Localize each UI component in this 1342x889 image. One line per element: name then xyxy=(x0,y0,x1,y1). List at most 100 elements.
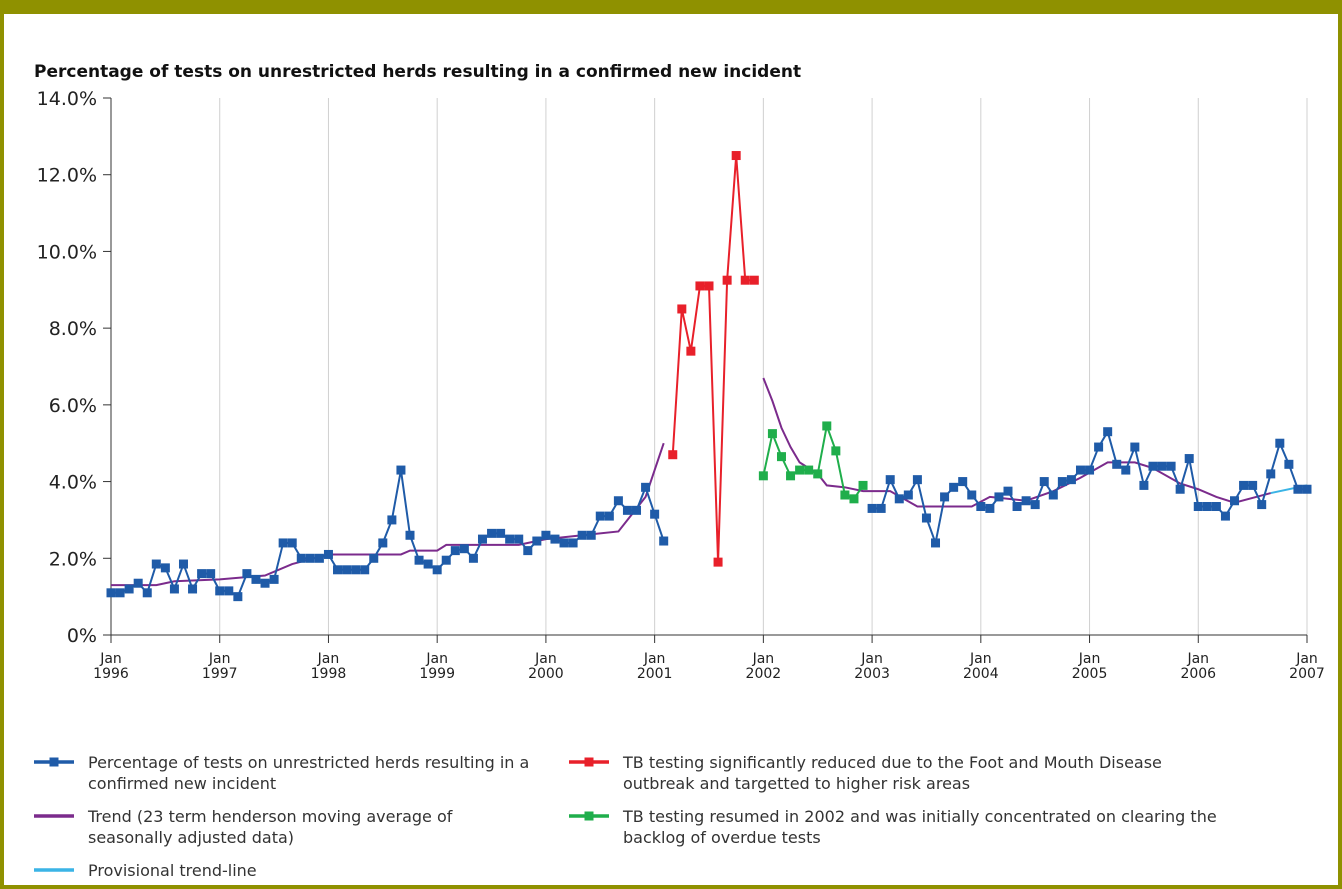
data-point xyxy=(541,530,551,540)
x-tick-label-line: 1998 xyxy=(311,666,347,682)
y-tick-label: 12.0% xyxy=(37,165,97,187)
data-point xyxy=(804,465,814,475)
data-point xyxy=(206,569,216,579)
data-point xyxy=(242,569,252,579)
data-point xyxy=(704,281,714,291)
data-point xyxy=(695,281,705,291)
data-point xyxy=(595,511,605,521)
data-point xyxy=(1048,490,1058,500)
data-point xyxy=(903,490,913,500)
data-point xyxy=(278,538,288,548)
data-point xyxy=(1066,475,1076,485)
x-tick-label-line: 1996 xyxy=(93,666,129,682)
y-tick-label: 8.0% xyxy=(49,318,97,340)
data-point xyxy=(459,544,469,554)
x-tick-label: Jan 1998 xyxy=(311,651,347,682)
data-point xyxy=(1021,496,1031,506)
legend-item: Percentage of tests on unrestricted herd… xyxy=(34,752,548,794)
data-point xyxy=(840,490,850,500)
x-tick-label-line: Jan xyxy=(425,651,448,667)
data-point xyxy=(333,565,343,575)
data-point xyxy=(659,536,669,546)
data-point xyxy=(867,503,877,513)
data-point xyxy=(477,534,487,544)
data-point xyxy=(822,421,832,431)
chart-title: Percentage of tests on unrestricted herd… xyxy=(34,62,802,82)
x-tick-label-line: Jan xyxy=(643,651,666,667)
data-point xyxy=(940,492,950,502)
data-point xyxy=(912,475,922,485)
data-point xyxy=(151,559,161,569)
data-point xyxy=(269,574,279,584)
data-point xyxy=(441,555,451,565)
x-tick-label: Jan 1999 xyxy=(419,651,455,682)
data-point xyxy=(432,565,442,575)
data-point xyxy=(1148,461,1158,471)
x-tick-label-line: Jan xyxy=(860,651,883,667)
data-point xyxy=(885,475,895,485)
y-tick-label: 14.0% xyxy=(37,88,97,110)
data-point xyxy=(668,450,678,460)
data-point xyxy=(450,546,460,556)
data-point xyxy=(305,553,315,563)
data-point xyxy=(124,584,134,594)
data-point xyxy=(1094,442,1104,452)
x-tick-label: Jan 2002 xyxy=(746,651,782,682)
x-tick-label: Jan 2007 xyxy=(1289,651,1325,682)
legend-item: Provisional trend-line xyxy=(34,860,548,881)
data-point xyxy=(740,275,750,285)
data-point xyxy=(505,534,515,544)
data-point xyxy=(487,528,497,538)
legend-label: Provisional trend-line xyxy=(88,861,257,880)
data-point xyxy=(215,586,225,596)
data-point xyxy=(604,511,614,521)
series-line xyxy=(111,377,1272,587)
data-point xyxy=(650,509,660,519)
data-point xyxy=(514,534,524,544)
data-point xyxy=(1266,469,1276,479)
x-tick-label: Jan 1996 xyxy=(93,651,129,682)
data-point xyxy=(967,490,977,500)
data-point xyxy=(468,553,478,563)
data-point xyxy=(568,538,578,548)
data-point xyxy=(767,429,777,439)
legend-label: Percentage of tests on unrestricted herd… xyxy=(88,753,530,793)
data-point xyxy=(115,588,125,598)
data-point xyxy=(197,569,207,579)
data-point xyxy=(169,584,179,594)
series-line xyxy=(671,155,755,563)
data-point xyxy=(423,559,433,569)
legend-marker xyxy=(584,811,594,821)
data-point xyxy=(786,471,796,481)
legend-item: TB testing resumed in 2002 and was initi… xyxy=(569,806,1223,848)
data-point xyxy=(106,588,116,598)
data-point xyxy=(686,346,696,356)
x-tick-label-line: 2001 xyxy=(637,666,673,682)
data-point xyxy=(532,536,542,546)
legend-label: TB testing significantly reduced due to … xyxy=(623,753,1162,793)
data-point xyxy=(958,477,968,487)
x-tick-label: Jan 1997 xyxy=(202,651,238,682)
legend-swatch xyxy=(569,757,609,767)
data-point xyxy=(931,538,941,548)
data-point xyxy=(1257,500,1267,510)
data-point xyxy=(1157,461,1167,471)
data-point xyxy=(622,505,632,515)
data-point xyxy=(976,502,986,512)
x-tick-label-line: Jan xyxy=(1078,651,1101,667)
data-point xyxy=(994,492,1004,502)
data-point xyxy=(1293,484,1303,494)
data-point xyxy=(523,546,533,556)
data-point xyxy=(577,530,587,540)
data-point xyxy=(1211,502,1221,512)
y-tick-label: 2.0% xyxy=(49,548,97,570)
data-point xyxy=(160,563,170,573)
y-tick-label: 0% xyxy=(67,625,97,647)
data-point xyxy=(1075,465,1085,475)
data-point xyxy=(613,496,623,506)
data-point xyxy=(296,553,306,563)
data-point xyxy=(1085,465,1095,475)
data-point xyxy=(858,480,868,490)
y-tick-label: 10.0% xyxy=(37,241,97,263)
data-point xyxy=(1166,461,1176,471)
